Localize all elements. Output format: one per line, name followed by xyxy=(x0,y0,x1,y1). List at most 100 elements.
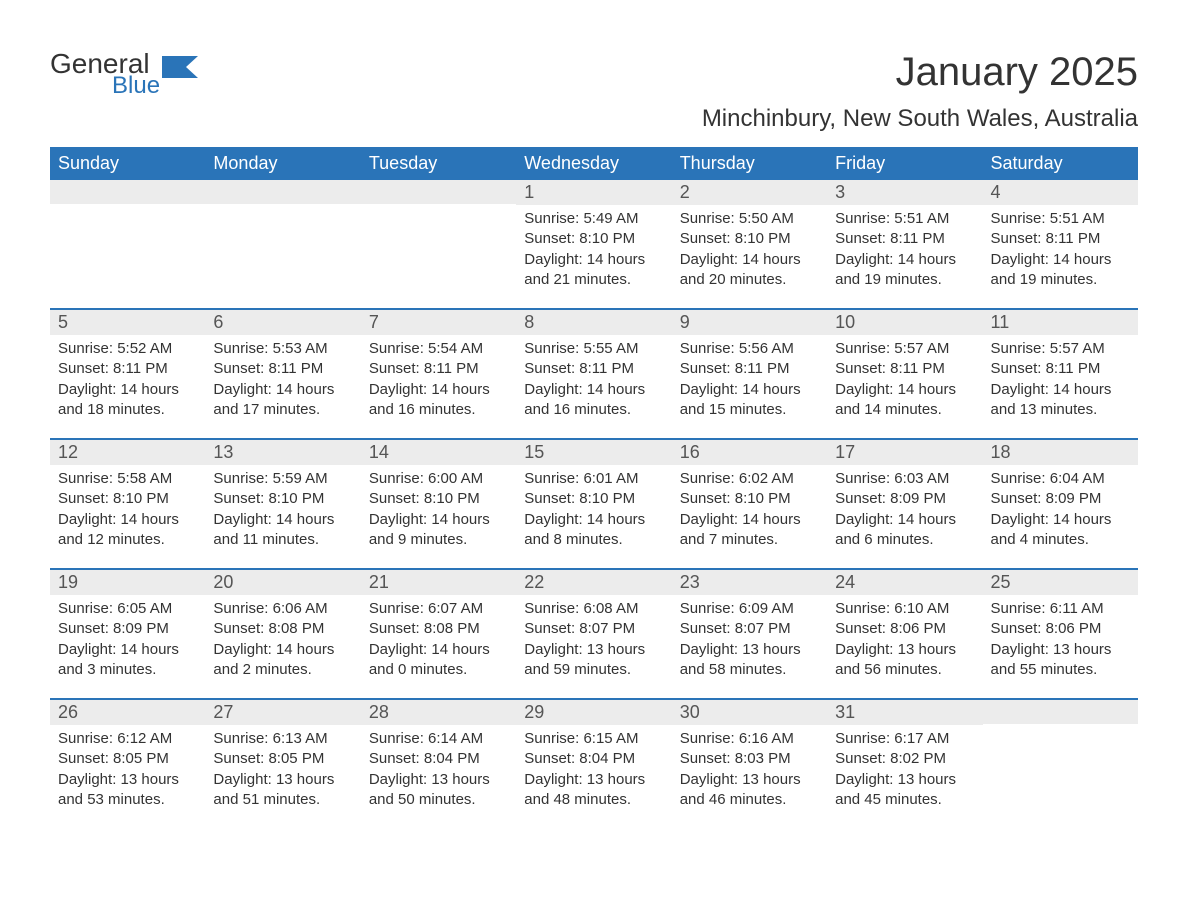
sunrise-line: Sunrise: 6:15 AM xyxy=(524,729,663,749)
day-number-row: 17 xyxy=(827,440,982,465)
daylight-line-1: Daylight: 14 hours xyxy=(524,250,663,270)
sunset-line: Sunset: 8:04 PM xyxy=(369,749,508,769)
day-cell: 29Sunrise: 6:15 AMSunset: 8:04 PMDayligh… xyxy=(516,700,671,828)
day-cell: 14Sunrise: 6:00 AMSunset: 8:10 PMDayligh… xyxy=(361,440,516,568)
logo-text: General Blue xyxy=(50,50,160,98)
daylight-line-2: and 4 minutes. xyxy=(991,530,1130,550)
sunset-line: Sunset: 8:09 PM xyxy=(835,489,974,509)
day-number: 25 xyxy=(991,572,1011,592)
sunset-line: Sunset: 8:11 PM xyxy=(524,359,663,379)
daylight-line-1: Daylight: 13 hours xyxy=(213,770,352,790)
daylight-line-2: and 55 minutes. xyxy=(991,660,1130,680)
sunrise-line: Sunrise: 6:02 AM xyxy=(680,469,819,489)
day-body: Sunrise: 6:17 AMSunset: 8:02 PMDaylight:… xyxy=(827,725,982,818)
daylight-line-2: and 51 minutes. xyxy=(213,790,352,810)
day-number-row: 14 xyxy=(361,440,516,465)
day-number-row: 25 xyxy=(983,570,1138,595)
day-cell: 24Sunrise: 6:10 AMSunset: 8:06 PMDayligh… xyxy=(827,570,982,698)
week-row: 5 Sunrise: 5:52 AMSunset: 8:11 PMDaylight… xyxy=(50,308,1138,438)
daylight-line-1: Daylight: 13 hours xyxy=(524,640,663,660)
day-number: 10 xyxy=(835,312,855,332)
day-body: Sunrise: 6:09 AMSunset: 8:07 PMDaylight:… xyxy=(672,595,827,688)
day-number: 4 xyxy=(991,182,1001,202)
sunset-line: Sunset: 8:10 PM xyxy=(369,489,508,509)
day-number-row: 3 xyxy=(827,180,982,205)
daylight-line-1: Daylight: 14 hours xyxy=(369,380,508,400)
day-cell: 16Sunrise: 6:02 AMSunset: 8:10 PMDayligh… xyxy=(672,440,827,568)
day-number-row: 13 xyxy=(205,440,360,465)
daylight-line-1: Daylight: 14 hours xyxy=(680,250,819,270)
day-number: 28 xyxy=(369,702,389,722)
daylight-line-1: Daylight: 14 hours xyxy=(524,510,663,530)
day-number-row: 31 xyxy=(827,700,982,725)
day-number-row: 5 xyxy=(50,310,205,335)
daylight-line-1: Daylight: 14 hours xyxy=(213,380,352,400)
day-number-row: 16 xyxy=(672,440,827,465)
sunset-line: Sunset: 8:11 PM xyxy=(991,229,1130,249)
day-body: Sunrise: 5:52 AMSunset: 8:11 PMDaylight:… xyxy=(50,335,205,428)
sunset-line: Sunset: 8:04 PM xyxy=(524,749,663,769)
day-cell: 12Sunrise: 5:58 AMSunset: 8:10 PMDayligh… xyxy=(50,440,205,568)
day-number: 17 xyxy=(835,442,855,462)
day-number-row xyxy=(205,180,360,204)
daylight-line-2: and 45 minutes. xyxy=(835,790,974,810)
sunrise-line: Sunrise: 5:51 AM xyxy=(835,209,974,229)
daylight-line-1: Daylight: 14 hours xyxy=(991,510,1130,530)
day-number: 18 xyxy=(991,442,1011,462)
daylight-line-2: and 2 minutes. xyxy=(213,660,352,680)
sunrise-line: Sunrise: 5:49 AM xyxy=(524,209,663,229)
day-number: 8 xyxy=(524,312,534,332)
day-number-row: 23 xyxy=(672,570,827,595)
day-cell: 20Sunrise: 6:06 AMSunset: 8:08 PMDayligh… xyxy=(205,570,360,698)
sunset-line: Sunset: 8:05 PM xyxy=(58,749,197,769)
sunrise-line: Sunrise: 6:10 AM xyxy=(835,599,974,619)
day-cell: 1Sunrise: 5:49 AMSunset: 8:10 PMDaylight… xyxy=(516,180,671,308)
day-number: 5 xyxy=(58,312,68,332)
sunset-line: Sunset: 8:08 PM xyxy=(213,619,352,639)
day-body: Sunrise: 6:05 AMSunset: 8:09 PMDaylight:… xyxy=(50,595,205,688)
sunset-line: Sunset: 8:10 PM xyxy=(524,489,663,509)
day-number-row: 9 xyxy=(672,310,827,335)
day-number-row: 12 xyxy=(50,440,205,465)
sunrise-line: Sunrise: 6:04 AM xyxy=(991,469,1130,489)
weeks-container: 1Sunrise: 5:49 AMSunset: 8:10 PMDaylight… xyxy=(50,180,1138,828)
weekday-header: Sunday xyxy=(50,147,205,180)
day-number-row xyxy=(361,180,516,204)
sunset-line: Sunset: 8:11 PM xyxy=(213,359,352,379)
day-body: Sunrise: 5:57 AMSunset: 8:11 PMDaylight:… xyxy=(983,335,1138,428)
weekday-header: Saturday xyxy=(983,147,1138,180)
daylight-line-2: and 20 minutes. xyxy=(680,270,819,290)
daylight-line-2: and 21 minutes. xyxy=(524,270,663,290)
day-number-row: 26 xyxy=(50,700,205,725)
sunset-line: Sunset: 8:08 PM xyxy=(369,619,508,639)
daylight-line-1: Daylight: 13 hours xyxy=(524,770,663,790)
sunrise-line: Sunrise: 5:57 AM xyxy=(835,339,974,359)
sunset-line: Sunset: 8:10 PM xyxy=(680,229,819,249)
sunset-line: Sunset: 8:11 PM xyxy=(680,359,819,379)
day-number-row: 18 xyxy=(983,440,1138,465)
day-number-row: 10 xyxy=(827,310,982,335)
daylight-line-1: Daylight: 13 hours xyxy=(835,640,974,660)
daylight-line-2: and 6 minutes. xyxy=(835,530,974,550)
day-body: Sunrise: 5:54 AMSunset: 8:11 PMDaylight:… xyxy=(361,335,516,428)
day-number-row: 6 xyxy=(205,310,360,335)
day-body: Sunrise: 5:50 AMSunset: 8:10 PMDaylight:… xyxy=(672,205,827,298)
daylight-line-1: Daylight: 14 hours xyxy=(213,640,352,660)
header-row: General Blue January 2025 Minchinbury, N… xyxy=(50,50,1138,133)
day-cell: 8Sunrise: 5:55 AMSunset: 8:11 PMDaylight… xyxy=(516,310,671,438)
day-body: Sunrise: 5:59 AMSunset: 8:10 PMDaylight:… xyxy=(205,465,360,558)
daylight-line-2: and 14 minutes. xyxy=(835,400,974,420)
flag-icon xyxy=(162,56,198,78)
day-cell: 13Sunrise: 5:59 AMSunset: 8:10 PMDayligh… xyxy=(205,440,360,568)
title-group: January 2025 Minchinbury, New South Wale… xyxy=(702,50,1138,133)
daylight-line-1: Daylight: 14 hours xyxy=(680,510,819,530)
daylight-line-2: and 16 minutes. xyxy=(524,400,663,420)
sunrise-line: Sunrise: 6:17 AM xyxy=(835,729,974,749)
day-number: 6 xyxy=(213,312,223,332)
day-cell: 5 Sunrise: 5:52 AMSunset: 8:11 PMDaylight… xyxy=(50,310,205,438)
daylight-line-1: Daylight: 14 hours xyxy=(835,510,974,530)
daylight-line-2: and 56 minutes. xyxy=(835,660,974,680)
week-row: 26Sunrise: 6:12 AMSunset: 8:05 PMDayligh… xyxy=(50,698,1138,828)
day-body: Sunrise: 5:49 AMSunset: 8:10 PMDaylight:… xyxy=(516,205,671,298)
day-number: 21 xyxy=(369,572,389,592)
